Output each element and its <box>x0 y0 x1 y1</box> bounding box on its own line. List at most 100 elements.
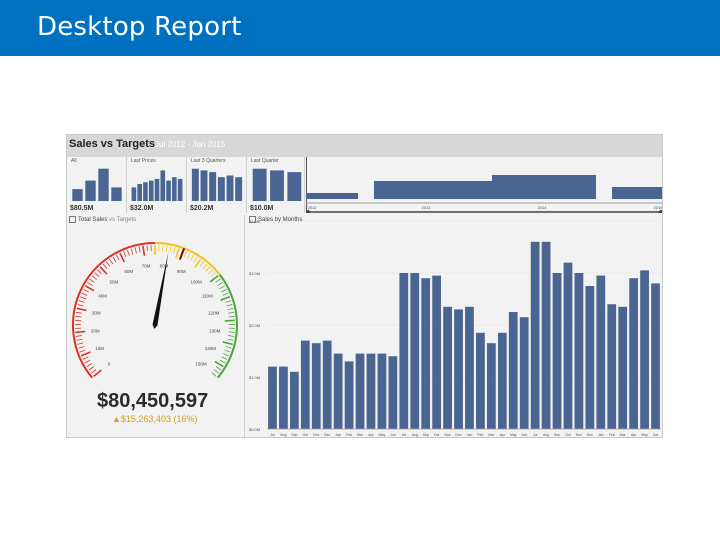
gauge-tick-label: 60M <box>124 269 133 274</box>
x-tick-label: Dec <box>324 433 330 437</box>
kpi-bar <box>148 180 154 201</box>
kpi-bar <box>226 175 234 201</box>
gauge-tick <box>87 282 93 286</box>
gauge-tick-label: 150M <box>195 362 207 367</box>
gauge-tick <box>99 266 108 275</box>
x-tick-label: Feb <box>346 433 352 437</box>
x-tick-label: Aug <box>280 433 286 437</box>
kpi-mini-chart <box>191 168 243 201</box>
gauge-tick <box>89 278 95 283</box>
gauge-tick <box>84 285 95 292</box>
gauge-arc <box>217 273 238 379</box>
gauge-tick <box>224 349 231 353</box>
month-bar <box>344 361 354 429</box>
gauge-tick <box>84 359 91 364</box>
x-tick-label: Dec <box>587 433 593 437</box>
kpi-tile-last-3-quarters[interactable]: Last 3 Quarters $20.2M <box>187 157 247 213</box>
kpi-bar <box>217 177 225 201</box>
month-bar <box>443 306 452 429</box>
kpi-bar <box>287 172 302 201</box>
kpi-bar <box>160 170 166 201</box>
checkbox-icon[interactable] <box>69 216 76 223</box>
overview-bar <box>492 175 596 199</box>
month-bar <box>497 332 507 429</box>
month-bar <box>618 306 628 429</box>
month-bar <box>596 275 606 429</box>
dashboard-header: Sales vs Targets Jul 2012 - Jun 2015 <box>67 135 662 157</box>
gauge-tick <box>228 331 235 333</box>
gauge-tick <box>93 369 102 378</box>
gauge-tick <box>215 366 222 371</box>
monthly-bar-chart: $0.0M $1.0M $2.0M $3.0M $4.0M Jul Aug Sep Oct Nov… <box>249 219 661 437</box>
gauge-tick <box>105 261 111 267</box>
gauge-tick <box>80 296 86 300</box>
kpi-bar <box>209 172 217 201</box>
kpi-bar <box>111 187 122 201</box>
gauge-tick <box>86 363 93 367</box>
gauge-tick <box>76 307 87 312</box>
gauge-tick <box>109 258 114 265</box>
gauge-tick <box>90 369 97 374</box>
gauge-tick-label: 70M <box>142 264 151 269</box>
overview-year-label: 2015 <box>654 205 663 210</box>
gauge-tick <box>210 272 216 277</box>
gauge-tick <box>217 282 223 286</box>
month-bar <box>563 262 573 429</box>
gauge-tick <box>79 349 86 353</box>
kpi-bar <box>137 184 142 201</box>
kpi-bar <box>235 177 243 201</box>
gauge-tick <box>102 263 108 269</box>
gauge-tick-label: 140M <box>205 346 217 351</box>
gauge-tick <box>142 245 146 256</box>
kpi-tile-last-prices[interactable]: Last Prices $32.0M <box>127 157 187 213</box>
month-bar <box>629 278 639 429</box>
x-tick-label: Jun <box>521 433 527 437</box>
x-tick-label: Sep <box>554 433 560 437</box>
gauge-tick <box>112 256 117 263</box>
gauge-panel-label: Total Sales vs Targets <box>69 216 136 223</box>
month-bar <box>268 366 277 429</box>
month-bar <box>377 353 387 429</box>
x-tick-label: Apr <box>368 433 374 437</box>
gauge-tick <box>130 248 134 255</box>
x-tick-label: Jun <box>653 433 659 437</box>
kpi-label: Last Quarter <box>251 158 279 164</box>
gauge-tick <box>88 366 95 371</box>
gauge-tick <box>214 360 224 368</box>
gauge-tick <box>222 292 229 296</box>
month-bar <box>366 353 376 429</box>
gauge-arc <box>154 242 221 276</box>
kpi-label: All <box>71 158 77 164</box>
month-bar <box>279 366 288 429</box>
gauge-tick <box>169 246 172 253</box>
month-bar <box>651 283 660 429</box>
gauge-tick <box>76 338 83 341</box>
kpi-tile-last-quarter[interactable]: Last Quarter $10.0M <box>247 157 305 213</box>
gauge-tick <box>175 248 180 259</box>
x-tick-label: Apr <box>631 433 637 437</box>
slide-title: Desktop Report <box>37 12 242 42</box>
x-tick-label: Oct <box>434 433 439 437</box>
gauge-tick <box>222 341 233 346</box>
overview-bar <box>612 187 662 199</box>
kpi-tile-all[interactable]: All $80.5M <box>67 157 127 213</box>
month-bar <box>289 371 299 429</box>
checkbox-icon[interactable] <box>249 216 256 223</box>
slide-title-bar: Desktop Report <box>0 0 720 56</box>
gauge-tick <box>221 356 228 360</box>
x-tick-label: Nov <box>313 433 319 437</box>
gauge-tick <box>228 311 235 314</box>
kpi-bar <box>177 178 183 201</box>
x-tick-label: Jul <box>270 433 275 437</box>
overview-chart[interactable]: 2012 2013 2014 2015 <box>306 157 663 213</box>
gauge-tick <box>75 330 86 334</box>
gauge-tick-label: 100M <box>191 279 203 284</box>
y-tick-label: $4.0M <box>249 219 260 224</box>
x-tick-label: May <box>379 433 386 437</box>
overview-timeline[interactable]: 2012 2013 2014 2015 <box>306 157 663 213</box>
dashboard-screenshot: Sales vs Targets Jul 2012 - Jun 2015 All… <box>66 134 663 438</box>
x-tick-label: Sep <box>291 433 297 437</box>
kpi-bar <box>72 189 83 201</box>
month-bar <box>508 312 518 429</box>
gauge-tick <box>225 300 232 303</box>
